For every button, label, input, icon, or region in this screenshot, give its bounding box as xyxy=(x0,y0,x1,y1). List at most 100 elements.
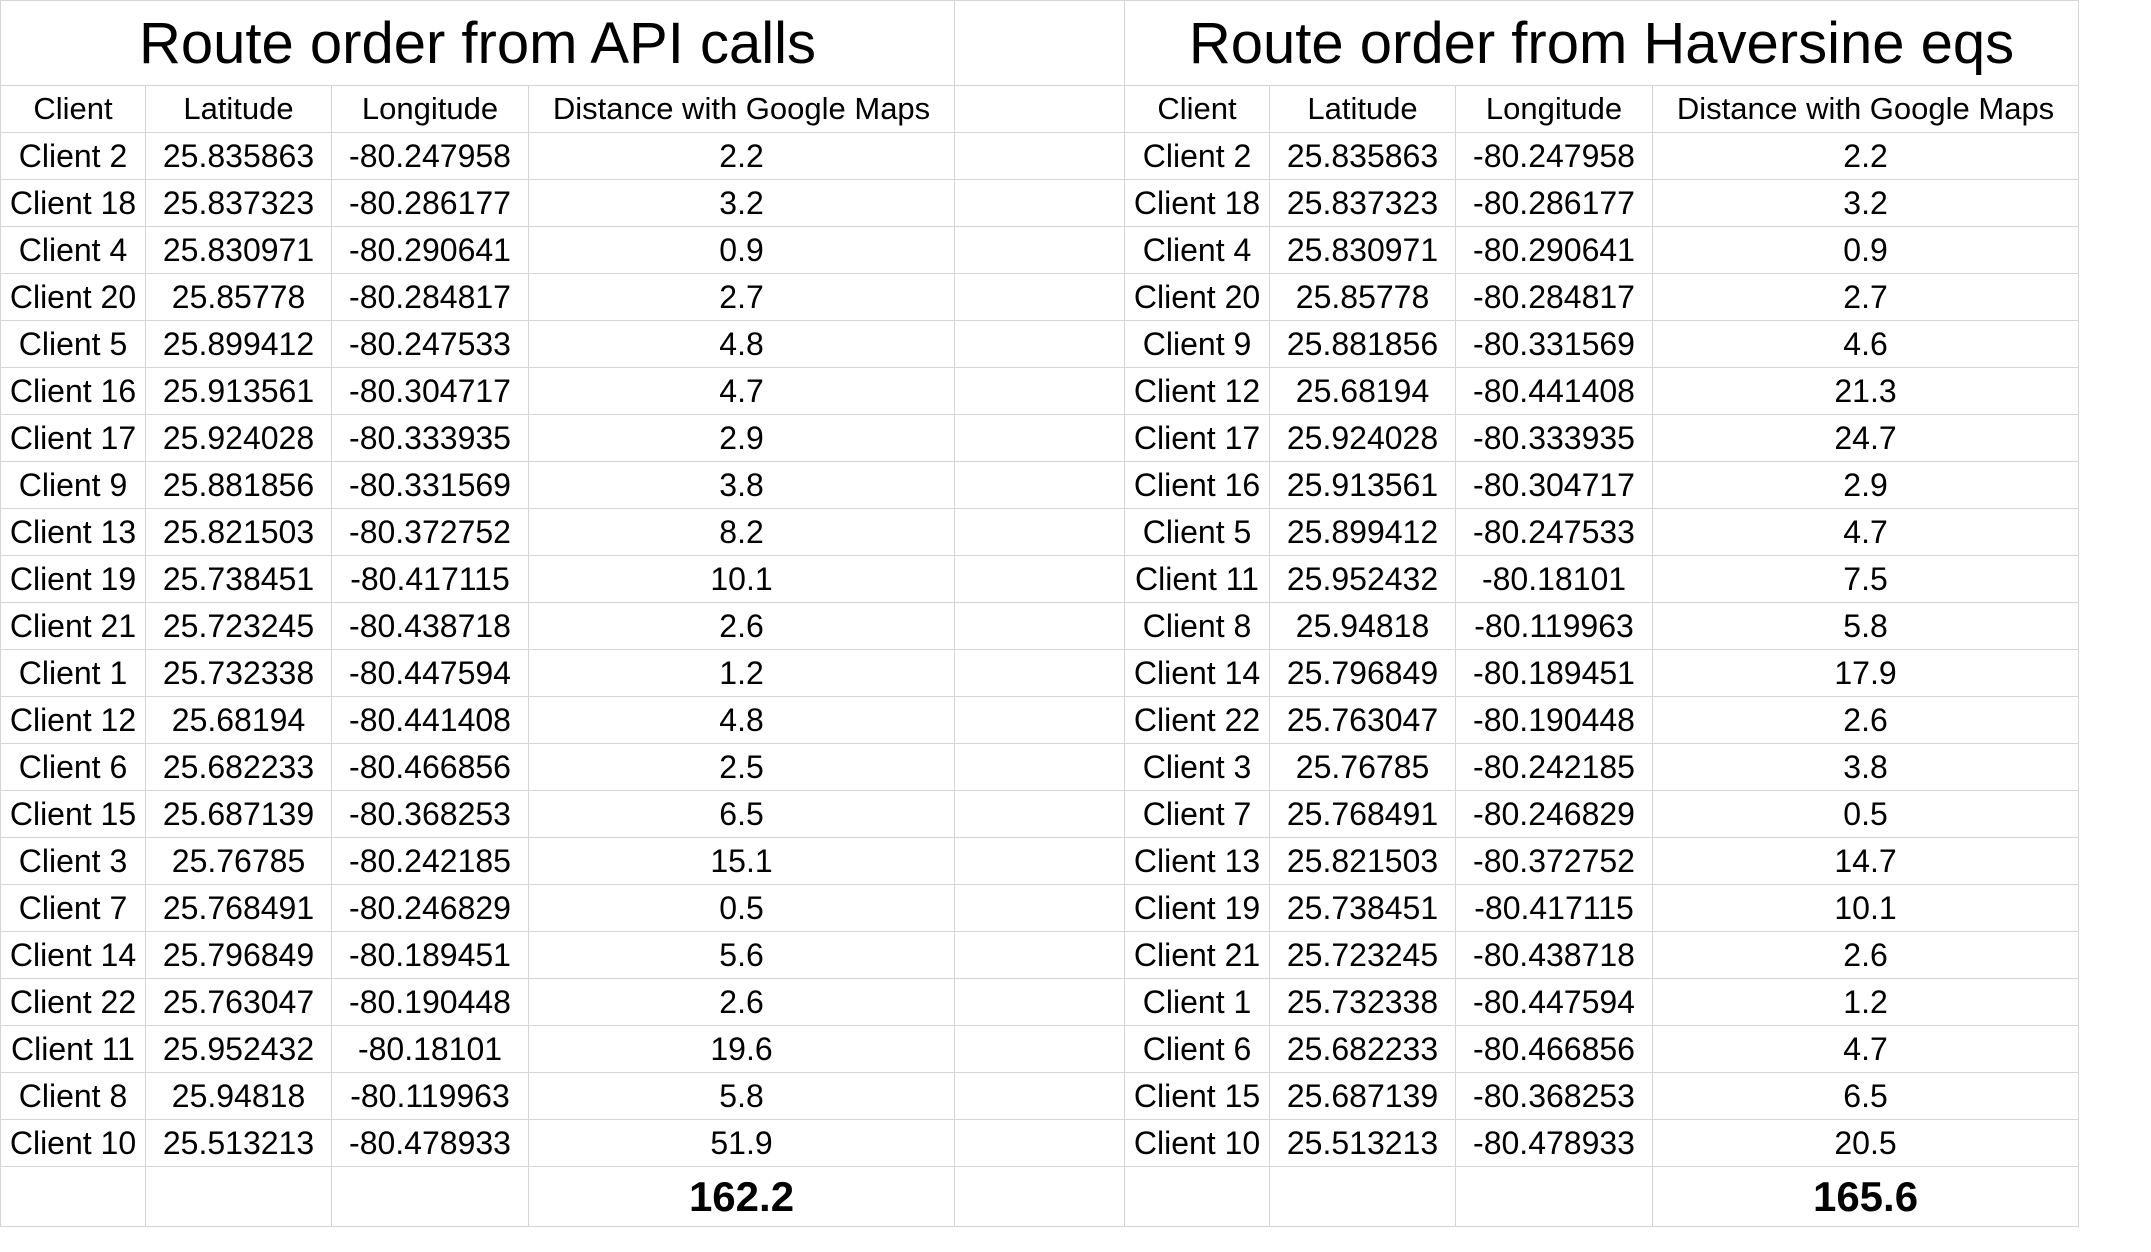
left-distance-cell[interactable]: 2.5 xyxy=(527,743,956,791)
right-client-cell[interactable]: Client 12 xyxy=(1124,367,1271,415)
left-longitude-cell[interactable]: -80.119963 xyxy=(331,1072,529,1120)
left-latitude-cell[interactable]: 25.899412 xyxy=(145,320,332,368)
right-latitude-cell[interactable]: 25.881856 xyxy=(1269,320,1457,368)
left-distance-cell[interactable]: 51.9 xyxy=(527,1119,956,1167)
left-latitude-cell[interactable]: 25.835863 xyxy=(145,132,332,180)
left-client-cell[interactable]: Client 14 xyxy=(0,931,146,979)
right-distance-cell[interactable]: 2.7 xyxy=(1652,273,2080,321)
spacer-cell[interactable] xyxy=(954,790,1126,838)
right-client-cell[interactable]: Client 20 xyxy=(1124,273,1271,321)
left-latitude-cell[interactable]: 25.738451 xyxy=(145,555,332,603)
right-column-header[interactable]: Distance with Google Maps xyxy=(1652,85,2080,133)
left-latitude-cell[interactable]: 25.913561 xyxy=(145,367,332,415)
left-client-cell[interactable]: Client 8 xyxy=(0,1072,146,1120)
spacer-cell[interactable] xyxy=(954,179,1126,227)
spacer-cell[interactable] xyxy=(954,508,1126,556)
left-distance-cell[interactable]: 4.7 xyxy=(527,367,956,415)
left-longitude-cell[interactable]: -80.247533 xyxy=(331,320,529,368)
spacer-cell[interactable] xyxy=(954,1072,1126,1120)
right-latitude-cell[interactable]: 25.768491 xyxy=(1269,790,1457,838)
left-client-cell[interactable]: Client 2 xyxy=(0,132,146,180)
left-longitude-cell[interactable]: -80.331569 xyxy=(331,461,529,509)
left-latitude-cell[interactable]: 25.94818 xyxy=(145,1072,332,1120)
right-latitude-cell[interactable]: 25.723245 xyxy=(1269,931,1457,979)
right-longitude-cell[interactable]: -80.284817 xyxy=(1455,273,1654,321)
spacer-cell[interactable] xyxy=(954,367,1126,415)
spacer-cell[interactable] xyxy=(954,132,1126,180)
right-distance-cell[interactable]: 6.5 xyxy=(1652,1072,2080,1120)
right-distance-cell[interactable]: 5.8 xyxy=(1652,602,2080,650)
right-latitude-cell[interactable]: 25.837323 xyxy=(1269,179,1457,227)
left-distance-cell[interactable]: 1.2 xyxy=(527,649,956,697)
right-longitude-cell[interactable]: -80.417115 xyxy=(1455,884,1654,932)
right-latitude-cell[interactable]: 25.952432 xyxy=(1269,555,1457,603)
right-total-distance[interactable]: 165.6 xyxy=(1652,1166,2080,1227)
right-longitude-cell[interactable]: -80.247533 xyxy=(1455,508,1654,556)
left-distance-cell[interactable]: 4.8 xyxy=(527,320,956,368)
right-distance-cell[interactable]: 4.6 xyxy=(1652,320,2080,368)
empty-cell[interactable] xyxy=(1124,1166,1271,1227)
left-latitude-cell[interactable]: 25.682233 xyxy=(145,743,332,791)
right-latitude-cell[interactable]: 25.796849 xyxy=(1269,649,1457,697)
right-client-cell[interactable]: Client 15 xyxy=(1124,1072,1271,1120)
spacer-cell[interactable] xyxy=(954,1119,1126,1167)
right-distance-cell[interactable]: 21.3 xyxy=(1652,367,2080,415)
right-distance-cell[interactable]: 2.6 xyxy=(1652,696,2080,744)
right-client-cell[interactable]: Client 5 xyxy=(1124,508,1271,556)
left-distance-cell[interactable]: 5.8 xyxy=(527,1072,956,1120)
right-client-cell[interactable]: Client 3 xyxy=(1124,743,1271,791)
left-distance-cell[interactable]: 8.2 xyxy=(527,508,956,556)
left-distance-cell[interactable]: 15.1 xyxy=(527,837,956,885)
left-table-title[interactable]: Route order from API calls xyxy=(0,0,956,86)
right-distance-cell[interactable]: 2.2 xyxy=(1652,132,2080,180)
right-column-header[interactable]: Latitude xyxy=(1269,85,1457,133)
right-client-cell[interactable]: Client 8 xyxy=(1124,602,1271,650)
right-latitude-cell[interactable]: 25.732338 xyxy=(1269,978,1457,1026)
left-latitude-cell[interactable]: 25.821503 xyxy=(145,508,332,556)
left-client-cell[interactable]: Client 5 xyxy=(0,320,146,368)
left-client-cell[interactable]: Client 11 xyxy=(0,1025,146,1073)
left-client-cell[interactable]: Client 4 xyxy=(0,226,146,274)
right-longitude-cell[interactable]: -80.441408 xyxy=(1455,367,1654,415)
left-distance-cell[interactable]: 10.1 xyxy=(527,555,956,603)
spacer-cell[interactable] xyxy=(954,555,1126,603)
right-longitude-cell[interactable]: -80.246829 xyxy=(1455,790,1654,838)
right-longitude-cell[interactable]: -80.304717 xyxy=(1455,461,1654,509)
right-latitude-cell[interactable]: 25.830971 xyxy=(1269,226,1457,274)
left-client-cell[interactable]: Client 18 xyxy=(0,179,146,227)
right-distance-cell[interactable]: 1.2 xyxy=(1652,978,2080,1026)
right-longitude-cell[interactable]: -80.331569 xyxy=(1455,320,1654,368)
right-distance-cell[interactable]: 14.7 xyxy=(1652,837,2080,885)
left-latitude-cell[interactable]: 25.732338 xyxy=(145,649,332,697)
left-latitude-cell[interactable]: 25.837323 xyxy=(145,179,332,227)
right-distance-cell[interactable]: 3.2 xyxy=(1652,179,2080,227)
left-longitude-cell[interactable]: -80.190448 xyxy=(331,978,529,1026)
empty-cell[interactable] xyxy=(331,1166,529,1227)
right-client-cell[interactable]: Client 1 xyxy=(1124,978,1271,1026)
right-table-title[interactable]: Route order from Haversine eqs xyxy=(1124,0,2080,86)
left-column-header[interactable]: Latitude xyxy=(145,85,332,133)
left-client-cell[interactable]: Client 12 xyxy=(0,696,146,744)
left-latitude-cell[interactable]: 25.881856 xyxy=(145,461,332,509)
right-client-cell[interactable]: Client 18 xyxy=(1124,179,1271,227)
left-distance-cell[interactable]: 4.8 xyxy=(527,696,956,744)
right-latitude-cell[interactable]: 25.687139 xyxy=(1269,1072,1457,1120)
right-column-header[interactable]: Client xyxy=(1124,85,1271,133)
left-client-cell[interactable]: Client 22 xyxy=(0,978,146,1026)
right-longitude-cell[interactable]: -80.242185 xyxy=(1455,743,1654,791)
right-client-cell[interactable]: Client 19 xyxy=(1124,884,1271,932)
right-longitude-cell[interactable]: -80.438718 xyxy=(1455,931,1654,979)
right-latitude-cell[interactable]: 25.821503 xyxy=(1269,837,1457,885)
right-client-cell[interactable]: Client 21 xyxy=(1124,931,1271,979)
left-latitude-cell[interactable]: 25.768491 xyxy=(145,884,332,932)
left-longitude-cell[interactable]: -80.246829 xyxy=(331,884,529,932)
left-distance-cell[interactable]: 19.6 xyxy=(527,1025,956,1073)
left-longitude-cell[interactable]: -80.417115 xyxy=(331,555,529,603)
left-longitude-cell[interactable]: -80.333935 xyxy=(331,414,529,462)
right-client-cell[interactable]: Client 9 xyxy=(1124,320,1271,368)
left-client-cell[interactable]: Client 16 xyxy=(0,367,146,415)
right-client-cell[interactable]: Client 14 xyxy=(1124,649,1271,697)
right-longitude-cell[interactable]: -80.333935 xyxy=(1455,414,1654,462)
left-latitude-cell[interactable]: 25.723245 xyxy=(145,602,332,650)
right-latitude-cell[interactable]: 25.913561 xyxy=(1269,461,1457,509)
